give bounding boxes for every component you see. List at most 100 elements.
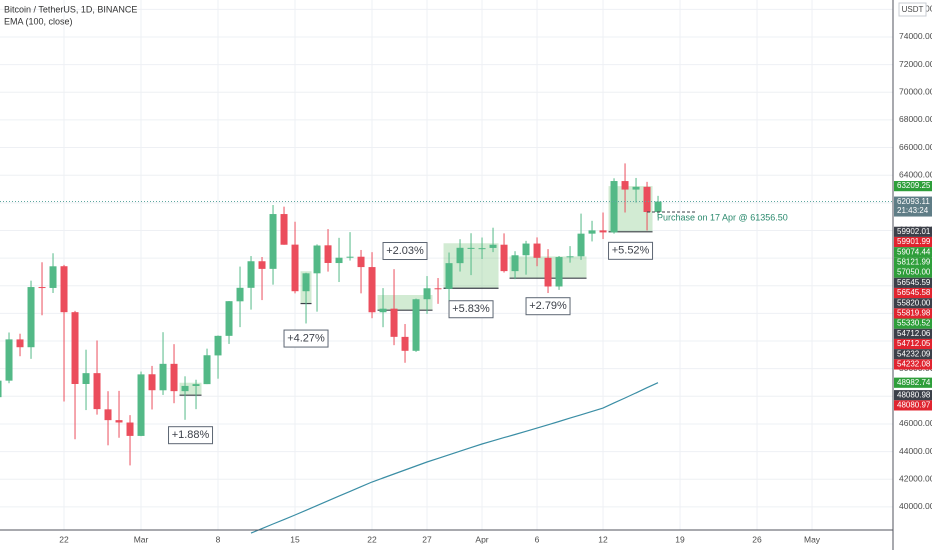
candle-body xyxy=(203,355,211,385)
candle-body xyxy=(368,267,376,313)
price-badge xyxy=(894,400,932,411)
currency-badge[interactable] xyxy=(898,2,927,17)
price-badge xyxy=(894,226,932,237)
x-tick-label: 19 xyxy=(675,534,685,544)
candle-body xyxy=(489,244,497,248)
x-tick-label: 8 xyxy=(216,534,221,544)
price-badge xyxy=(894,377,932,388)
price-badge-label: 63209.25 xyxy=(897,181,931,190)
position-label-box xyxy=(283,329,329,348)
price-badge xyxy=(894,338,932,350)
price-badge xyxy=(894,196,932,217)
price-badge-label: 55820.00 xyxy=(897,298,931,307)
candle-body xyxy=(588,230,596,234)
price-badge xyxy=(894,287,932,299)
price-badge-label: 54712.05 xyxy=(897,339,931,348)
price-badge xyxy=(894,390,932,401)
candle-body xyxy=(126,422,134,436)
candle-body xyxy=(247,261,255,288)
candle-body xyxy=(27,287,35,348)
candle-body xyxy=(60,266,68,313)
candle-body xyxy=(379,308,387,313)
candle-body xyxy=(533,243,541,258)
indicator-legend: EMA (100, close) xyxy=(4,16,73,26)
price-badge xyxy=(894,349,932,360)
candle-body xyxy=(445,263,453,289)
price-badge-label: 54712.06 xyxy=(897,329,931,338)
y-tick-label: 40000.00 xyxy=(899,501,932,511)
price-badge-label: 55819.98 xyxy=(897,309,931,318)
candle-body xyxy=(214,335,222,356)
price-badge xyxy=(894,257,932,268)
chart-title: Bitcoin / TetherUS, 1D, BINANCE xyxy=(4,4,137,14)
candle-body xyxy=(181,385,189,392)
candle-body xyxy=(324,245,332,263)
price-badge xyxy=(894,247,932,258)
candle-body xyxy=(137,374,145,436)
y-tick-label: 64000.00 xyxy=(899,169,932,179)
candle-body xyxy=(5,339,13,381)
candle-body xyxy=(269,214,277,269)
candle-body xyxy=(423,288,431,300)
price-badge xyxy=(894,181,932,192)
candle-body xyxy=(555,257,563,287)
price-badge-label: 48982.74 xyxy=(897,378,931,387)
candle-body xyxy=(49,266,57,288)
position-label: +2.79% xyxy=(529,300,567,312)
candle-body xyxy=(280,214,288,245)
candle-body xyxy=(621,181,629,190)
candle-body xyxy=(159,363,167,391)
price-countdown: 21:43:24 xyxy=(897,206,929,215)
price-badge-label: 54232.08 xyxy=(897,360,931,369)
candle-body xyxy=(0,380,2,398)
position-label-box xyxy=(382,242,428,261)
x-tick-label: 12 xyxy=(598,534,608,544)
x-tick-label: 15 xyxy=(290,534,300,544)
candle-body xyxy=(632,186,640,190)
plot: +1.88% +4.27% +2.03% +5.83% +2.79% +5.52% xyxy=(0,163,893,534)
price-badge-label: 59902.01 xyxy=(897,227,931,236)
candle-body xyxy=(258,261,266,269)
price-badge-label: 54232.09 xyxy=(897,349,931,358)
candle-body xyxy=(148,374,156,391)
price-badge-label: 59074.44 xyxy=(897,247,931,256)
y-tick-label: 72000.00 xyxy=(899,59,932,69)
purchase-note: Purchase on 17 Apr @ 61356.50 xyxy=(657,212,788,222)
price-badge-label: 48080.98 xyxy=(897,390,931,399)
x-tick-label: Apr xyxy=(475,534,488,544)
y-tick-label: 66000.00 xyxy=(899,142,932,152)
candle-body xyxy=(456,247,464,264)
position-label-box xyxy=(168,426,214,445)
candle-body xyxy=(467,247,475,249)
x-tick-label: 27 xyxy=(422,534,432,544)
y-tick-label: 44000.00 xyxy=(899,446,932,456)
x-tick-label: 22 xyxy=(59,534,69,544)
candle-body xyxy=(335,257,343,264)
currency: USDT xyxy=(902,5,924,14)
x-tick-label: 26 xyxy=(752,534,762,544)
y-tick-label: 42000.00 xyxy=(899,473,932,483)
candle-body xyxy=(16,339,24,348)
price-badge xyxy=(894,277,932,288)
candle-body xyxy=(511,255,519,272)
price-badge-label: 56545.58 xyxy=(897,288,931,297)
candle-body xyxy=(313,245,321,274)
price-badge xyxy=(894,328,932,339)
candle-body xyxy=(192,384,200,386)
candle-body xyxy=(104,409,112,421)
grid xyxy=(0,0,893,530)
price-badge-label: 62093.11 xyxy=(897,197,930,206)
position-label: +5.83% xyxy=(452,303,490,315)
candle-body xyxy=(225,301,233,336)
candle-body xyxy=(577,233,585,257)
y-tick-label: 74000.00 xyxy=(899,31,932,41)
candle-body xyxy=(401,336,409,351)
position-label: +5.52% xyxy=(612,245,650,257)
candle-body xyxy=(599,230,607,233)
candle-body xyxy=(357,256,365,268)
price-badge-label: 58121.99 xyxy=(897,258,931,267)
price-badge xyxy=(894,308,932,319)
